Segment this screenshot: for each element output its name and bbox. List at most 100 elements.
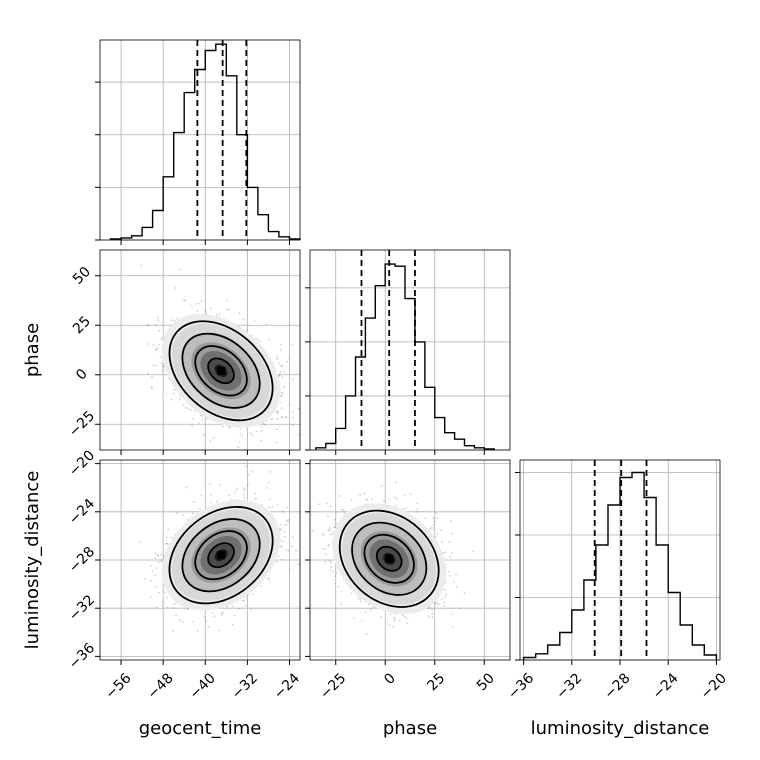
joint-content <box>311 481 474 636</box>
scatter-point <box>279 343 282 346</box>
scatter-point <box>157 591 160 594</box>
scatter-point <box>255 430 258 433</box>
scatter-point <box>451 626 454 629</box>
scatter-point <box>251 434 254 436</box>
scatter-point <box>216 313 218 316</box>
scatter-point <box>363 492 366 495</box>
scatter-point <box>222 611 225 614</box>
density-peak <box>217 366 226 375</box>
scatter-point <box>445 593 448 596</box>
scatter-point <box>456 586 458 589</box>
scatter-point <box>158 343 161 346</box>
scatter-point <box>150 579 153 582</box>
scatter-point <box>229 498 232 500</box>
contour-line <box>194 345 248 397</box>
scatter-point <box>265 487 268 489</box>
scatter-point <box>201 419 204 422</box>
scatter-point <box>333 518 336 521</box>
scatter-point <box>255 497 258 500</box>
scatter-point <box>369 609 372 611</box>
scatter-point <box>184 406 187 409</box>
joint-panel-border <box>99 249 301 451</box>
scatter-point <box>434 535 436 538</box>
scatter-point <box>247 483 249 486</box>
scatter-point <box>286 360 289 363</box>
scatter-point <box>453 580 455 583</box>
scatter-point <box>205 620 208 622</box>
scatter-point <box>147 372 150 375</box>
scatter-point <box>398 619 401 622</box>
scatter-point <box>472 550 474 553</box>
scatter-point <box>231 623 234 626</box>
scatter-point <box>228 426 231 428</box>
scatter-point <box>281 510 284 513</box>
scatter-point <box>154 557 157 559</box>
scatter-point <box>182 621 184 624</box>
scatter-point <box>311 529 314 532</box>
scatter-point <box>209 440 212 443</box>
scatter-point <box>276 410 279 413</box>
scatter-point <box>243 497 246 499</box>
marginal-panel-border <box>99 39 301 241</box>
scatter-point <box>283 513 285 515</box>
scatter-point <box>212 436 215 439</box>
scatter-point <box>340 590 343 593</box>
scatter-point <box>287 520 289 523</box>
contours <box>168 320 274 422</box>
scatter-point <box>165 542 168 545</box>
scatter-point <box>282 540 285 543</box>
scatter-point <box>200 494 203 497</box>
scatter-point <box>173 320 176 322</box>
scatter-point <box>416 510 419 513</box>
scatter-point <box>268 338 270 341</box>
scatter-point <box>174 389 176 391</box>
scatter-point <box>152 364 155 366</box>
scatter-point <box>436 602 438 605</box>
scatter-point <box>263 424 266 427</box>
scatter-point <box>281 558 283 561</box>
scatter-point <box>196 309 199 312</box>
scatter-point <box>162 555 165 558</box>
scatter-point <box>262 422 265 425</box>
scatter-point <box>155 606 158 609</box>
scatter-point <box>405 617 408 620</box>
scatter-point <box>318 503 321 506</box>
scatter-point <box>165 536 168 538</box>
scatter-point <box>236 487 239 490</box>
scatter-point <box>228 494 230 497</box>
scatter-point <box>329 533 332 536</box>
scatter-point <box>210 493 212 496</box>
scatter-point <box>239 428 242 430</box>
scatter-point <box>187 608 190 610</box>
scatter-point <box>149 596 152 598</box>
scatter-point <box>436 517 439 519</box>
scatter-point <box>281 407 283 409</box>
histogram-step <box>522 471 718 660</box>
scatter-point <box>175 614 178 617</box>
scatter-point <box>154 585 157 588</box>
scatter-point <box>451 552 453 554</box>
scatter-point <box>360 619 363 622</box>
scatter-point <box>335 571 337 574</box>
scatter-point <box>424 517 426 520</box>
scatter-point <box>366 499 369 501</box>
scatter-point <box>215 500 218 503</box>
scatter-point <box>428 615 431 618</box>
scatter-point <box>158 561 161 564</box>
scatter-point <box>441 598 444 600</box>
scatter-point <box>291 411 294 414</box>
scatter-point <box>167 543 170 545</box>
scatter-point <box>247 473 250 476</box>
scatter-point <box>254 498 256 501</box>
scatter-point <box>186 519 189 521</box>
scatter-point <box>238 312 241 314</box>
scatter-point <box>221 614 223 616</box>
scatter-point <box>228 308 231 311</box>
scatter-point <box>253 320 256 322</box>
scatter-point <box>272 418 274 420</box>
marginal-panel-luminosity-distance: −36 −32 −28 −24 −20 <box>505 459 730 703</box>
scatter-point <box>298 563 300 566</box>
scatter-point <box>268 506 270 509</box>
